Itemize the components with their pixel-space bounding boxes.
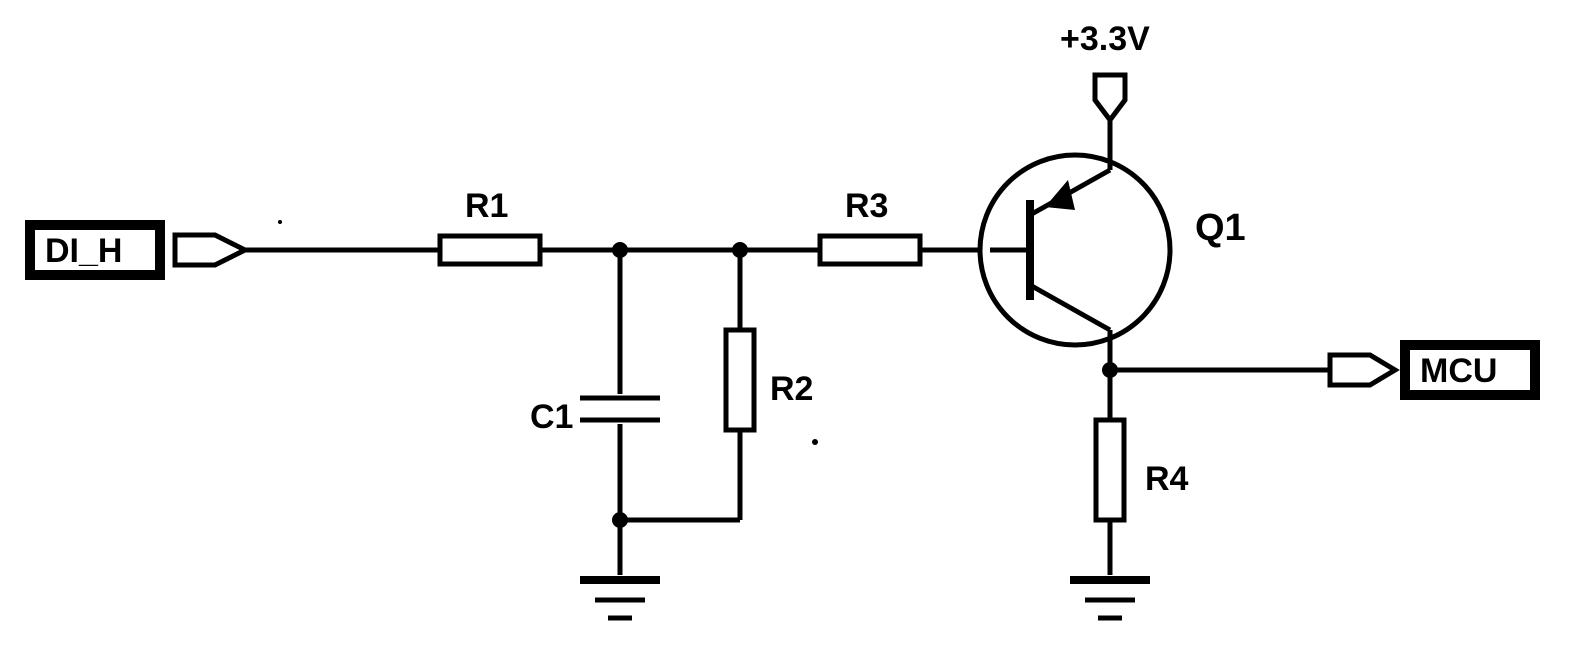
resistor-r3 bbox=[820, 236, 920, 264]
label-r1: R1 bbox=[465, 187, 508, 225]
resistor-r4 bbox=[1096, 420, 1124, 520]
resistor-r1 bbox=[440, 236, 540, 264]
stray-dot bbox=[812, 439, 818, 445]
supply-arrow bbox=[1095, 75, 1125, 120]
label-supply: +3.3V bbox=[1060, 20, 1150, 58]
resistor-r2 bbox=[726, 330, 754, 430]
mcu-port-arrow bbox=[1330, 355, 1395, 385]
input-label-text: DI_H bbox=[45, 232, 122, 270]
label-r4: R4 bbox=[1145, 460, 1189, 498]
label-r3: R3 bbox=[845, 187, 888, 225]
input-port-arrow bbox=[175, 235, 245, 265]
label-q1: Q1 bbox=[1195, 207, 1246, 249]
circuit-schematic: DI_H R1 R3 C1 R2 Q1 bbox=[0, 0, 1584, 667]
label-c1: C1 bbox=[530, 398, 573, 436]
mcu-label-text: MCU bbox=[1420, 352, 1497, 390]
label-r2: R2 bbox=[770, 370, 813, 408]
stray-dot-2 bbox=[278, 220, 282, 224]
